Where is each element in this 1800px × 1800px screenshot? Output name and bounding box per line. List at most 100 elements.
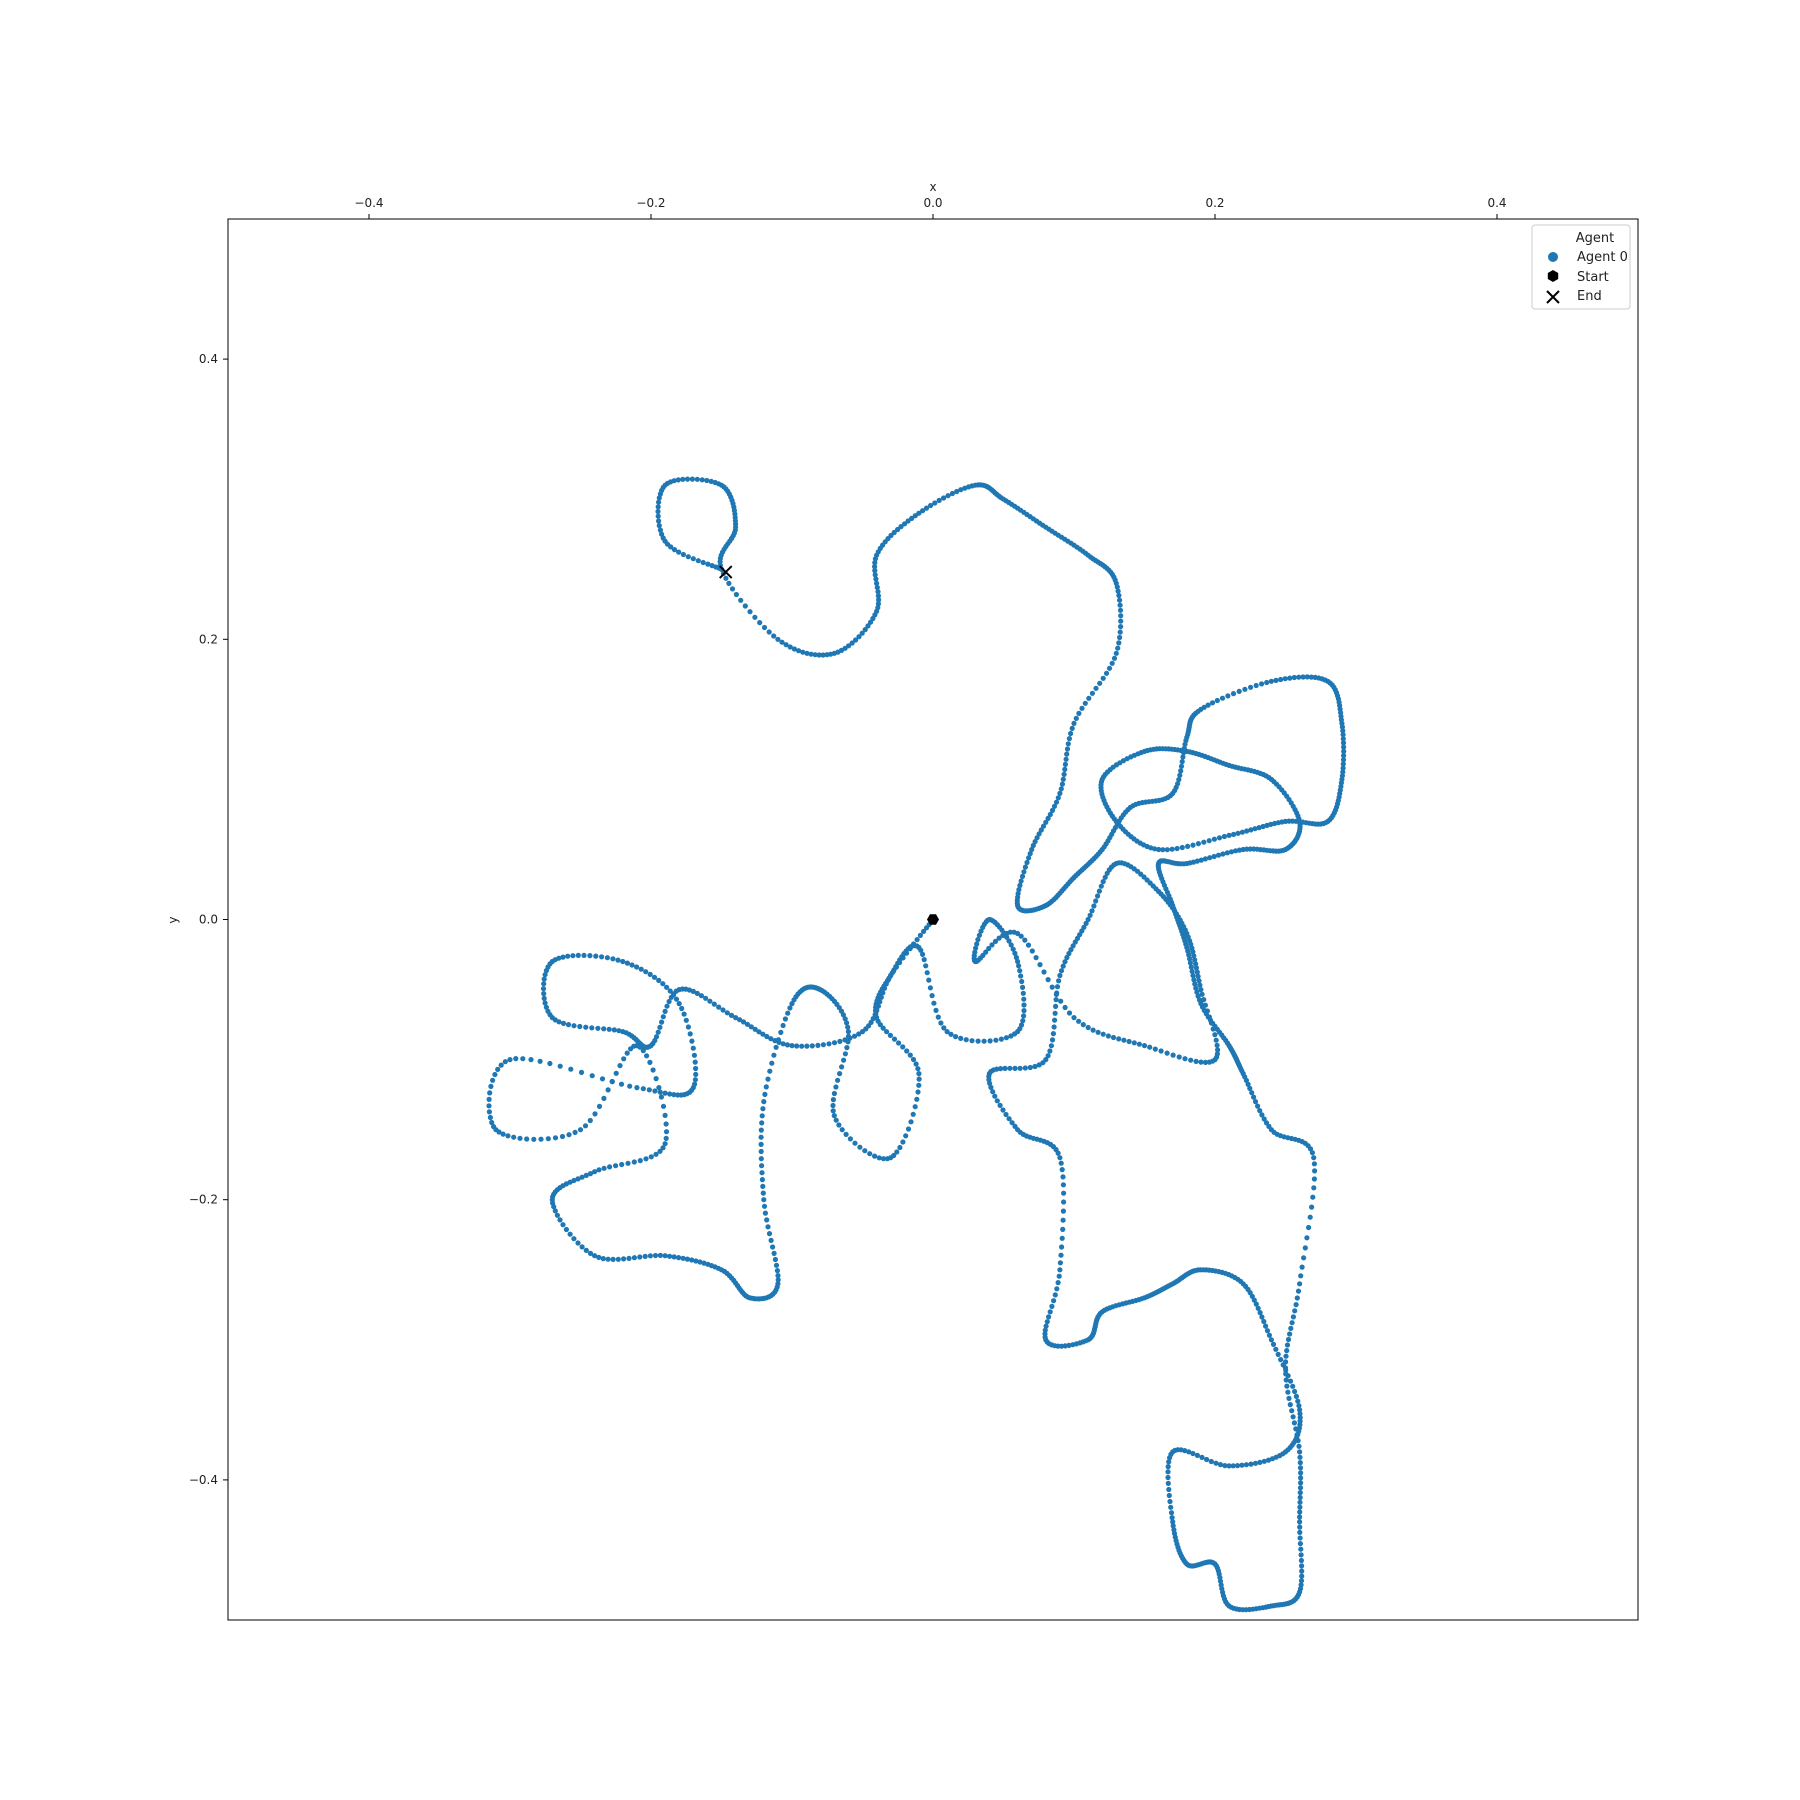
trajectory-point xyxy=(791,646,798,652)
trajectory-point xyxy=(694,476,700,482)
trajectory-point xyxy=(1186,1449,1192,1455)
trajectory-point xyxy=(684,1256,691,1262)
trajectory-point xyxy=(1202,1059,1209,1065)
trajectory-point xyxy=(1117,607,1124,613)
trajectory-point xyxy=(872,1153,878,1159)
trajectory-point xyxy=(563,1226,570,1233)
trajectory-point xyxy=(1264,679,1270,686)
trajectory-point xyxy=(1016,887,1022,893)
trajectory-point xyxy=(910,1056,917,1063)
trajectory-point xyxy=(1021,996,1027,1002)
trajectory-point xyxy=(1284,1348,1290,1354)
trajectory-point xyxy=(924,970,930,976)
legend-start-label: Start xyxy=(1577,270,1609,285)
trajectory-point xyxy=(1297,1504,1303,1510)
trajectory-point xyxy=(1192,957,1198,963)
trajectory-point xyxy=(958,1035,964,1041)
trajectory-point xyxy=(826,1041,832,1047)
trajectory-point xyxy=(1109,660,1115,666)
trajectory-point xyxy=(631,1159,637,1165)
trajectory-point xyxy=(1297,1494,1303,1501)
trajectory-point xyxy=(1297,1407,1303,1413)
trajectory-point xyxy=(1038,827,1044,833)
trajectory-point xyxy=(784,1042,791,1048)
trajectory-point xyxy=(852,1140,858,1146)
trajectory-point xyxy=(752,614,758,620)
trajectory-point xyxy=(872,564,878,570)
trajectory-point xyxy=(759,1120,765,1126)
x-tick-label: 0.0 xyxy=(923,196,942,210)
trajectory-point xyxy=(589,1025,595,1031)
trajectory-point xyxy=(799,1043,805,1049)
trajectory-point xyxy=(1340,736,1346,742)
trajectory-point xyxy=(1195,841,1201,847)
trajectory-point xyxy=(844,1045,850,1051)
trajectory-point xyxy=(787,1005,793,1011)
trajectory-point xyxy=(572,1129,578,1135)
trajectory-point xyxy=(1266,1332,1272,1338)
trajectory-point xyxy=(1201,997,1207,1003)
trajectory-point xyxy=(1034,835,1040,841)
trajectory-point xyxy=(1255,1103,1261,1109)
trajectory-point xyxy=(761,1203,768,1209)
trajectory-point xyxy=(1284,1342,1291,1348)
trajectory-point xyxy=(1297,1454,1303,1460)
trajectory-point xyxy=(685,554,691,560)
trajectory-point xyxy=(761,1197,767,1203)
trajectory-point xyxy=(1176,1054,1182,1060)
trajectory-point xyxy=(920,508,926,514)
trajectory-point xyxy=(657,1252,664,1258)
trajectory-point xyxy=(1293,1302,1299,1308)
trajectory-point xyxy=(1287,675,1293,681)
trajectory-point xyxy=(1098,883,1104,889)
trajectory-point xyxy=(1045,815,1051,822)
trajectory-point xyxy=(647,971,653,978)
trajectory-point xyxy=(1205,702,1211,708)
trajectory-point xyxy=(844,1020,850,1026)
trajectory-point xyxy=(1252,826,1258,832)
trajectory-point xyxy=(698,993,705,999)
trajectory-point xyxy=(856,634,862,640)
trajectory-point xyxy=(1054,984,1061,990)
trajectory-point xyxy=(1058,786,1064,792)
trajectory-point xyxy=(579,1174,585,1180)
trajectory-point xyxy=(541,976,547,982)
trajectory-point xyxy=(1003,1111,1009,1118)
trajectory-point xyxy=(511,1134,517,1140)
trajectory-point xyxy=(609,1078,615,1085)
trajectory-point xyxy=(496,1129,502,1135)
trajectory-point xyxy=(1053,997,1059,1003)
trajectory-point xyxy=(1054,1286,1060,1292)
trajectory-point xyxy=(944,1029,950,1035)
trajectory-point xyxy=(671,1092,677,1098)
trajectory-point xyxy=(1298,1582,1304,1588)
trajectory-point xyxy=(1312,674,1318,681)
trajectory-point xyxy=(1064,746,1071,752)
trajectory-point xyxy=(1060,1217,1066,1223)
trajectory-point xyxy=(1187,960,1193,966)
trajectory-point xyxy=(1117,634,1123,641)
trajectory-point xyxy=(582,1123,589,1129)
trajectory-point xyxy=(607,1164,613,1170)
trajectory-point xyxy=(785,1010,791,1016)
trajectory-point xyxy=(839,1127,845,1133)
trajectory-point xyxy=(1060,1208,1066,1214)
trajectory-point xyxy=(689,1257,695,1263)
trajectory-point xyxy=(1060,1182,1066,1188)
trajectory-point xyxy=(567,1231,573,1237)
trajectory-point xyxy=(640,1086,646,1092)
trajectory-point xyxy=(1297,1529,1303,1535)
trajectory-point xyxy=(1285,1336,1292,1343)
trajectory-point xyxy=(1225,693,1231,699)
trajectory-point xyxy=(769,1060,775,1066)
trajectory-point xyxy=(1230,691,1237,697)
trajectory-point xyxy=(867,1151,873,1157)
trajectory-point xyxy=(676,1255,682,1261)
trajectory-point xyxy=(992,938,999,945)
trajectory-point xyxy=(1194,969,1200,975)
trajectory-point xyxy=(969,1038,975,1044)
trajectory-point xyxy=(650,1067,656,1073)
trajectory-point xyxy=(1290,1414,1296,1420)
trajectory-point xyxy=(954,488,960,495)
